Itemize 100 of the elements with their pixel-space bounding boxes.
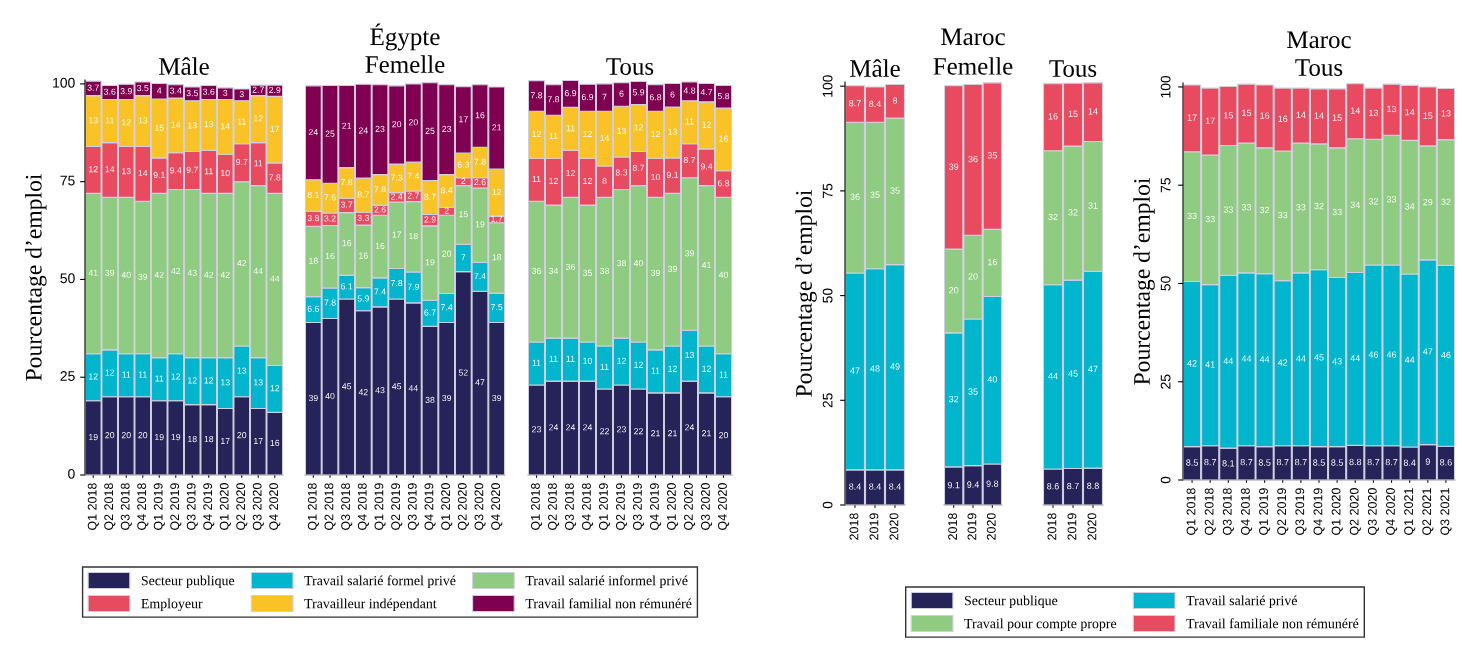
data-label: 8.7 [1385,458,1398,466]
data-label: 38 [616,259,626,267]
data-label: 15 [1068,110,1078,118]
data-label: 6.7 [424,309,436,316]
data-label: 35 [987,152,997,159]
data-label: 5.9 [632,89,645,96]
data-label: 36 [565,263,575,271]
data-label: 12 [651,130,660,138]
data-label: 34 [1404,203,1415,210]
x-tick-label: Q4 2019 [1313,488,1325,535]
data-label: 16 [1278,115,1288,122]
data-label: 34 [1350,201,1361,209]
x-tick-label: Q4 2020 [491,483,503,530]
data-label: 22 [600,428,609,435]
data-label: 12 [634,124,643,131]
data-label: 14 [1088,108,1098,115]
x-tick-label: Q3 2018 [1222,488,1234,535]
data-label: 19 [171,434,181,441]
data-label: 8.7 [1240,458,1253,466]
x-tick-label: Q3 2020 [252,483,264,530]
data-label: 29 [1423,198,1433,206]
legend-label: Secteur publique [141,575,235,589]
data-label: 15 [155,124,164,131]
data-label: 8.6 [1440,459,1452,466]
data-label: 14 [171,121,181,128]
data-label: 16 [325,252,335,260]
data-label: 11 [122,371,131,378]
data-label: 8.8 [1349,458,1362,466]
data-label: 45 [1068,370,1078,377]
data-label: 42 [1277,359,1288,366]
data-label: 7.6 [324,194,336,201]
data-label: 7.8 [474,158,486,165]
y-tick-label: 0 [822,501,833,509]
data-label: 40 [633,259,644,267]
data-label: 17 [270,125,280,132]
x-tick-label: Q3 2021 [1440,488,1452,535]
y-tick-label: 50 [60,273,75,284]
data-label: 16 [475,112,485,119]
data-label: 16 [270,439,280,447]
data-label: 43 [375,387,385,394]
data-label: 20 [442,250,452,257]
y-tick-label: 50 [822,288,833,303]
data-label: 13 [237,367,247,374]
data-label: 17 [254,438,263,445]
legend-label: Travailleur indépendant [304,598,437,612]
data-label: 21 [668,430,677,437]
data-label: 44 [1241,355,1252,362]
data-label: 13 [685,351,694,359]
data-label: 42 [237,259,247,267]
data-label: 11 [719,371,728,378]
y-tick-label: 100 [822,75,833,97]
data-label: 39 [948,163,959,170]
y-tick-label: 0 [68,468,75,479]
data-label: 42 [204,271,214,278]
data-label: 11 [651,367,660,374]
data-label: 8.7 [357,191,369,198]
data-label: 8.4 [1403,459,1416,466]
data-label: 9.4 [700,163,713,170]
data-label: 7.8 [374,186,386,193]
data-label: 8.8 [1087,482,1099,489]
data-label: 7.8 [530,92,543,99]
data-label: 9.8 [986,480,999,487]
legend-label: Travail salarié formel privé [304,575,456,589]
x-tick-label: Q1 2020 [667,483,679,530]
x-tick-label: Q4 2019 [424,483,436,530]
y-tick-label: 75 [60,175,75,186]
data-label: 39 [667,265,677,273]
data-label: 8.6 [1047,483,1059,490]
y-axis-title: Pourcentage d’emploi [1133,178,1155,385]
data-label: 6.9 [581,93,594,101]
data-label: 11 [549,355,558,362]
data-label: 9.1 [666,171,679,178]
data-label: 42 [358,389,368,396]
data-label: 41 [1205,361,1215,368]
data-label: 7.8 [547,96,560,103]
data-label: 9.1 [153,171,165,178]
data-label: 11 [237,118,246,125]
x-tick-label: Q4 2020 [269,483,281,530]
data-label: 18 [309,257,318,264]
chart-title: Maroc [941,28,1005,46]
x-tick-label: Q2 2018 [324,483,336,530]
data-label: 24 [358,127,368,134]
data-label: 39 [684,250,694,257]
data-label: 3.4 [170,87,182,94]
data-label: 17 [221,438,230,445]
data-label: 8.5 [1186,459,1198,466]
data-label: 39 [442,394,452,402]
data-label: 7.8 [341,179,353,186]
data-label: 15 [1423,112,1433,119]
data-label: 9.4 [967,481,980,488]
x-tick-label: Q1 2018 [87,483,99,530]
data-label: 32 [1259,206,1270,214]
data-label: 44 [1296,355,1306,362]
legend-label: Employeur [141,598,203,612]
data-label: 14 [1405,109,1415,116]
x-tick-label: Q4 2018 [357,483,369,530]
chart-title: Égypte [370,23,440,51]
data-label: 7.3 [391,174,403,181]
x-tick-label: Q2 2019 [170,483,182,530]
x-tick-label: Q1 2020 [219,483,231,530]
